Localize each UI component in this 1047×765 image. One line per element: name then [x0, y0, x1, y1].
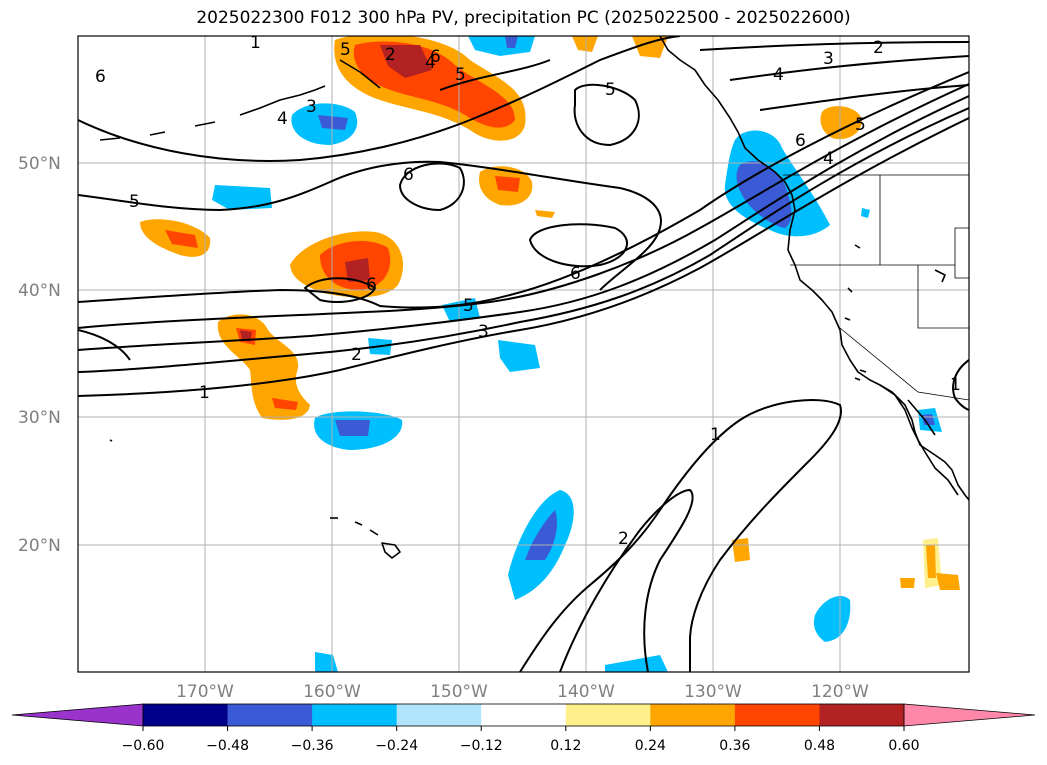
colorbar-cell	[819, 704, 905, 726]
precip-positive-max	[380, 45, 432, 78]
pv-contours	[78, 36, 969, 672]
colorbar-cell	[227, 704, 313, 726]
contour-label: 5	[605, 80, 616, 100]
colorbar-cell	[565, 704, 651, 726]
precip-negative-blob	[813, 595, 851, 642]
colorbar-tick-label: −0.48	[206, 738, 249, 754]
contour-labels: 1 2 3 4 5 6 6 5 6 5 4 3 2 1 2 3 4 5 6 6 …	[95, 33, 961, 549]
colorbar-frame	[142, 703, 905, 727]
colorbar-tick-label: 0.60	[888, 738, 919, 754]
lon-label: 150°W	[430, 682, 488, 702]
colorbar-tick-label: 0.24	[635, 738, 666, 754]
colorbar-tick-label: 0.36	[719, 738, 750, 754]
precip-positive-blob	[926, 545, 936, 578]
precip-positive-blob	[936, 573, 960, 590]
precip-negative-blob	[498, 340, 540, 372]
contour-label: 5	[463, 296, 474, 316]
colorbar: −0.60 −0.48 −0.36 −0.24 −0.12 0.12 0.24 0.36 0.4…	[11, 703, 1036, 754]
lat-label: 50°N	[18, 154, 61, 174]
colorbar-tick-label: 0.48	[804, 738, 835, 754]
longitude-labels: 170°W 160°W 150°W 140°W 130°W 120°W	[176, 682, 869, 702]
lon-label: 170°W	[176, 682, 234, 702]
contour-label: 3	[823, 49, 834, 69]
colorbar-under-triangle	[11, 703, 144, 727]
colorbar-cell	[312, 704, 398, 726]
colorbar-tick-label: −0.36	[291, 738, 334, 754]
contour-label: 5	[340, 40, 351, 60]
lat-label: 30°N	[18, 408, 61, 428]
colorbar-cell	[734, 704, 820, 726]
contour-label: 4	[823, 149, 834, 169]
precip-positive-max	[345, 258, 370, 282]
contour-label: 6	[795, 131, 806, 151]
lon-label: 140°W	[557, 682, 615, 702]
map-title: 2025022300 F012 300 hPa PV, precipitatio…	[196, 8, 851, 28]
lat-label: 20°N	[18, 536, 61, 556]
precip-positive-core	[165, 230, 198, 248]
contour-label: 5	[129, 192, 140, 212]
contour-label: 2	[873, 38, 884, 58]
precip-negative-core	[318, 115, 348, 130]
contour-label: 6	[366, 275, 377, 295]
lon-label: 160°W	[303, 682, 361, 702]
contour-label: 5	[855, 115, 866, 135]
precipitation-shading	[140, 36, 960, 672]
colorbar-cell	[650, 704, 736, 726]
contour-label: 4	[277, 109, 288, 129]
contour-label: 1	[250, 33, 261, 53]
precip-negative-blob	[605, 655, 668, 672]
colorbar-cell	[481, 704, 567, 726]
contour-label: 6	[430, 47, 441, 67]
contour-label: 1	[950, 375, 961, 395]
precip-positive-blob	[900, 578, 915, 588]
contour-label: 5	[455, 65, 466, 85]
colorbar-cell	[143, 704, 229, 726]
contour-label: 4	[425, 53, 436, 73]
colorbar-tick-label: 0.12	[550, 738, 581, 754]
coastlines	[99, 36, 969, 559]
precip-negative-core	[335, 420, 370, 436]
lon-label: 120°W	[811, 682, 869, 702]
precip-positive-blob	[820, 106, 862, 140]
colorbar-tick-label: −0.24	[375, 738, 418, 754]
colorbar-cell	[396, 704, 482, 726]
precip-positive-core	[495, 176, 520, 192]
colorbar-tick-label: −0.60	[122, 738, 165, 754]
contour-label: 1	[199, 383, 210, 403]
precip-negative-core	[525, 510, 557, 560]
contour-label: 6	[570, 264, 581, 284]
lat-label: 40°N	[18, 281, 61, 301]
colorbar-over-triangle	[903, 703, 1036, 727]
precip-negative-blob	[468, 36, 535, 56]
precip-positive-blob	[535, 210, 555, 218]
contour-label: 2	[385, 45, 396, 65]
contour-label: 6	[95, 67, 106, 87]
graticule	[78, 36, 969, 672]
state-borders	[783, 174, 969, 401]
colorbar-tick-label: −0.12	[460, 738, 503, 754]
precip-negative-core	[505, 36, 518, 48]
contour-label: 3	[478, 322, 489, 342]
precip-positive-blob	[732, 538, 750, 562]
contour-label: 2	[618, 529, 629, 549]
precip-positive-blob	[632, 36, 668, 58]
map-frame	[77, 35, 970, 673]
contour-label: 2	[351, 345, 362, 365]
precip-negative-blob	[212, 185, 272, 210]
precip-negative-blob	[861, 208, 870, 218]
contour-label: 3	[306, 97, 317, 117]
contour-label: 6	[403, 165, 414, 185]
lon-label: 130°W	[684, 682, 742, 702]
precip-positive-core	[272, 398, 298, 410]
precip-positive-blob	[572, 36, 598, 52]
contour-label: 4	[773, 65, 784, 85]
latitude-labels: 50°N 40°N 30°N 20°N	[18, 154, 61, 556]
contour-label: 1	[710, 425, 721, 445]
